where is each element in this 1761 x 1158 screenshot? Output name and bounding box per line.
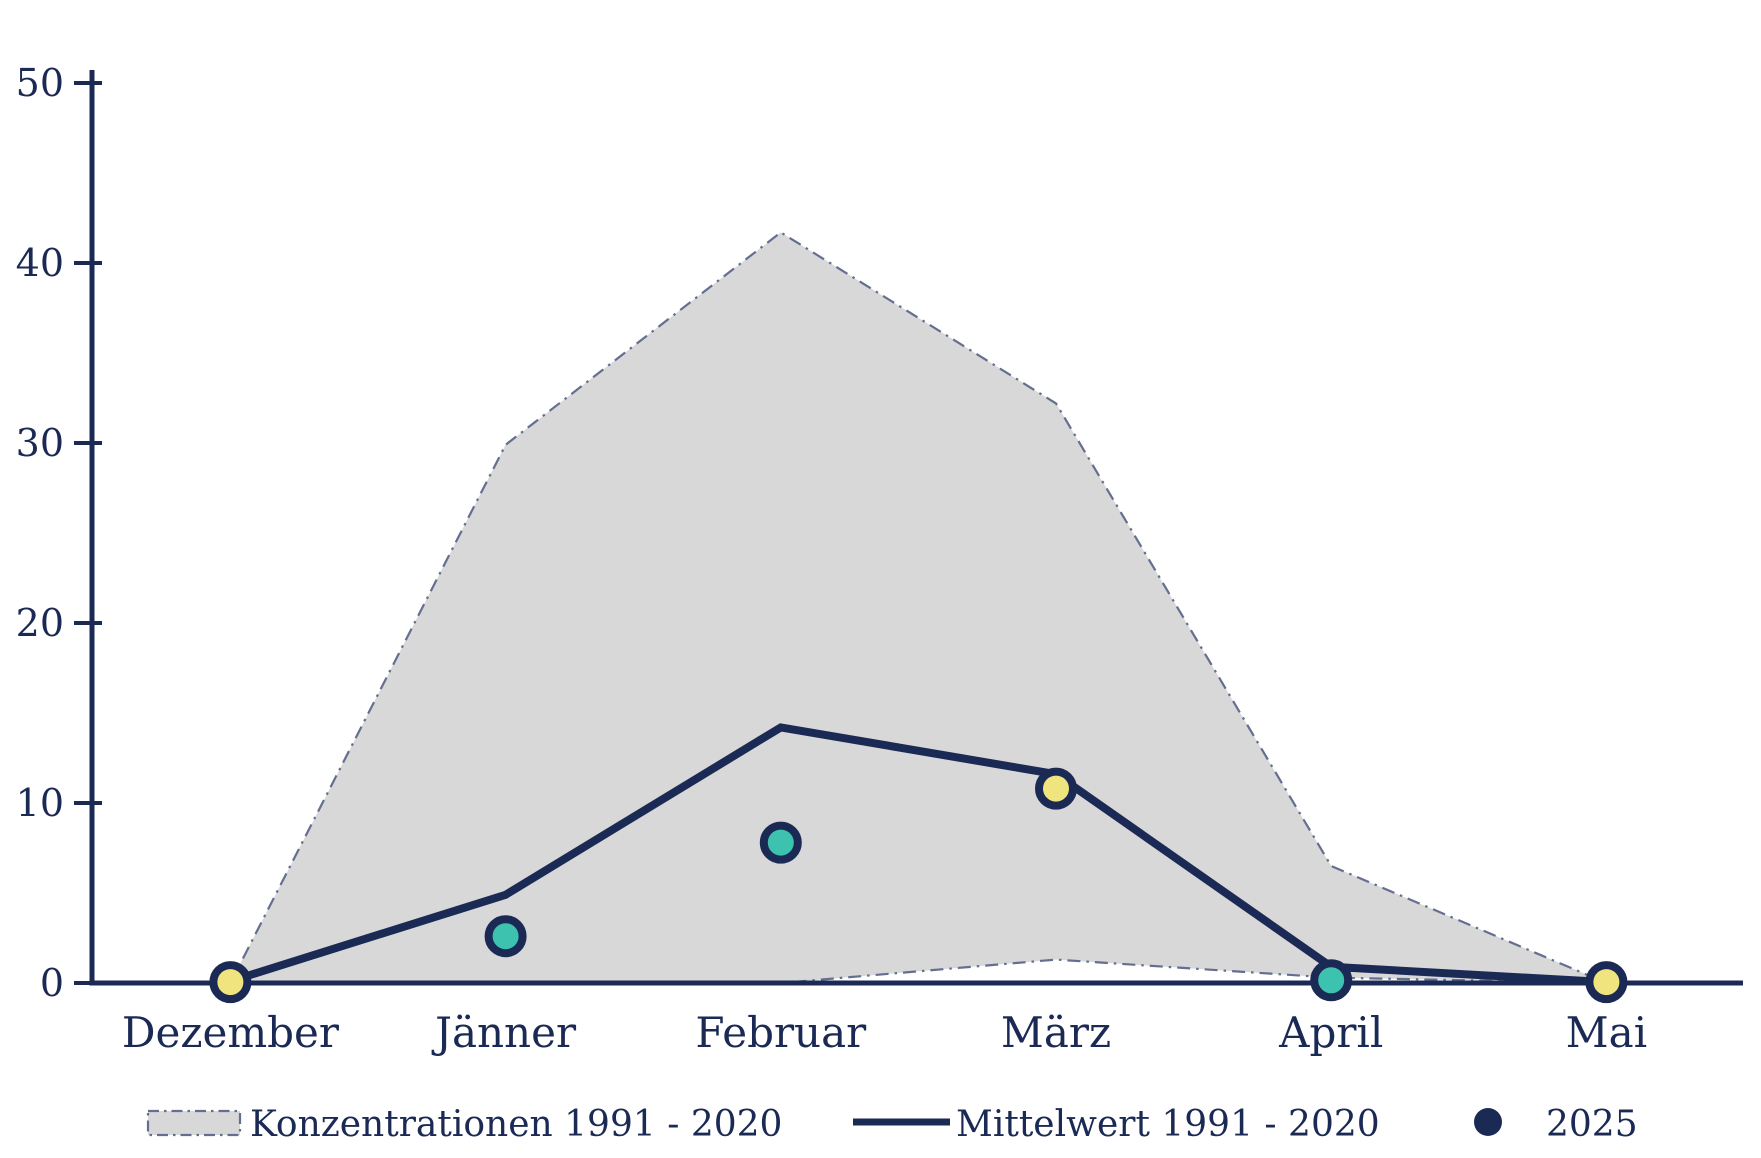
legend-band-swatch	[146, 1109, 242, 1137]
month-label: Jänner	[431, 1008, 577, 1057]
month-label: Mai	[1566, 1008, 1647, 1057]
y-tick-label-20: 20	[16, 601, 64, 645]
point-2025-Mai	[1585, 961, 1628, 1004]
point-2025-März	[1035, 767, 1077, 810]
axes: 0 10 20 30 40 50 Dezember Jänner Februar März Apr…	[16, 61, 1743, 1057]
y-tick-label-50: 50	[16, 61, 64, 105]
point-2025-April	[1310, 959, 1353, 1002]
point-2025-Februar	[759, 821, 802, 864]
concentration-band-area	[228, 231, 1607, 985]
month-label: Dezember	[122, 1008, 340, 1057]
month-label: März	[1001, 1008, 1111, 1057]
month-label: Februar	[695, 1008, 867, 1057]
legend: Konzentrationen 1991 - 2020 Mittelwert 1…	[146, 1104, 1638, 1145]
mean-line	[226, 723, 1611, 987]
points-2025	[209, 767, 1628, 1004]
legend-label-2025: 2025	[1546, 1104, 1638, 1145]
y-tick-label-40: 40	[16, 241, 64, 285]
month-label: April	[1278, 1008, 1383, 1057]
y-tick-label-10: 10	[16, 781, 64, 825]
y-tick-label-0: 0	[40, 961, 64, 1005]
y-tick-label-30: 30	[16, 421, 64, 465]
x-axis-month-labels: Dezember Jänner Februar März April Mai	[122, 1008, 1647, 1057]
legend-dot-swatch	[1474, 1108, 1502, 1136]
legend-label-concentrations: Konzentrationen 1991 - 2020	[250, 1104, 782, 1145]
point-2025-Dezember	[209, 961, 252, 1004]
point-2025-Jänner	[484, 915, 527, 958]
legend-label-mean: Mittelwert 1991 - 2020	[956, 1104, 1380, 1145]
y-axis-ticks: 0 10 20 30 40 50	[16, 61, 102, 1005]
